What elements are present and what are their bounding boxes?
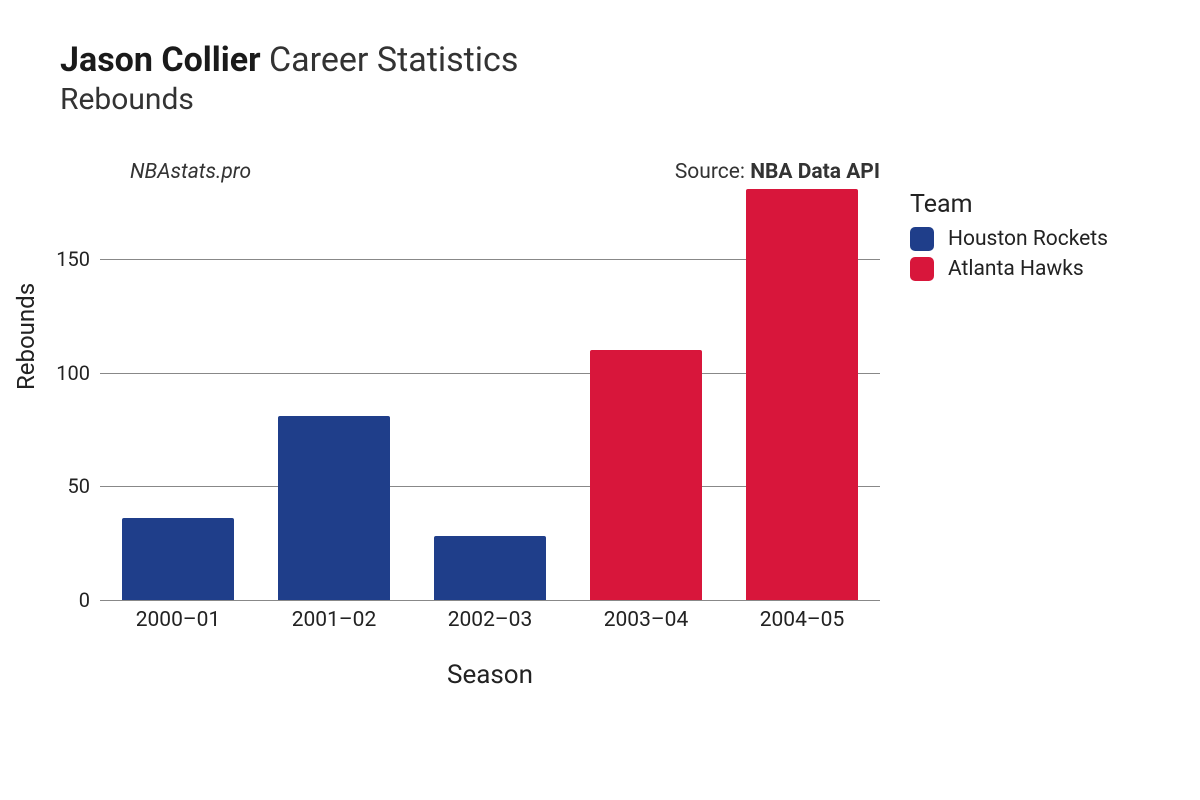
y-tick-label: 0 bbox=[30, 588, 90, 612]
chart-subtitle: Rebounds bbox=[60, 82, 518, 117]
chart-title-block: Jason Collier Career Statistics Rebounds bbox=[60, 40, 518, 117]
bar bbox=[590, 350, 702, 600]
legend-item: Atlanta Hawks bbox=[910, 257, 1108, 281]
y-tick-label: 150 bbox=[30, 247, 90, 271]
x-axis-label: Season bbox=[100, 660, 880, 690]
x-tick-label: 2004–05 bbox=[760, 608, 845, 632]
legend-swatch bbox=[910, 227, 934, 251]
y-tick-label: 100 bbox=[30, 361, 90, 385]
legend-title: Team bbox=[910, 190, 1108, 219]
legend: Team Houston Rockets Atlanta Hawks bbox=[910, 190, 1108, 287]
bar bbox=[746, 189, 858, 600]
legend-label: Houston Rockets bbox=[948, 227, 1108, 251]
title-player-name: Jason Collier bbox=[60, 40, 261, 80]
chart-plot-area: 0501001502000–012001–022002–032003–04200… bbox=[100, 180, 880, 600]
x-tick-label: 2001–02 bbox=[292, 608, 377, 632]
title-suffix: Career Statistics bbox=[269, 40, 518, 80]
y-tick-label: 50 bbox=[30, 474, 90, 498]
legend-item: Houston Rockets bbox=[910, 227, 1108, 251]
legend-label: Atlanta Hawks bbox=[948, 257, 1084, 281]
gridline bbox=[100, 600, 880, 601]
bar bbox=[434, 536, 546, 600]
x-tick-label: 2003–04 bbox=[604, 608, 689, 632]
x-tick-label: 2002–03 bbox=[448, 608, 533, 632]
chart-title: Jason Collier Career Statistics bbox=[60, 40, 518, 80]
x-tick-label: 2000–01 bbox=[136, 608, 221, 632]
bar bbox=[122, 518, 234, 600]
legend-swatch bbox=[910, 257, 934, 281]
bar bbox=[278, 416, 390, 600]
